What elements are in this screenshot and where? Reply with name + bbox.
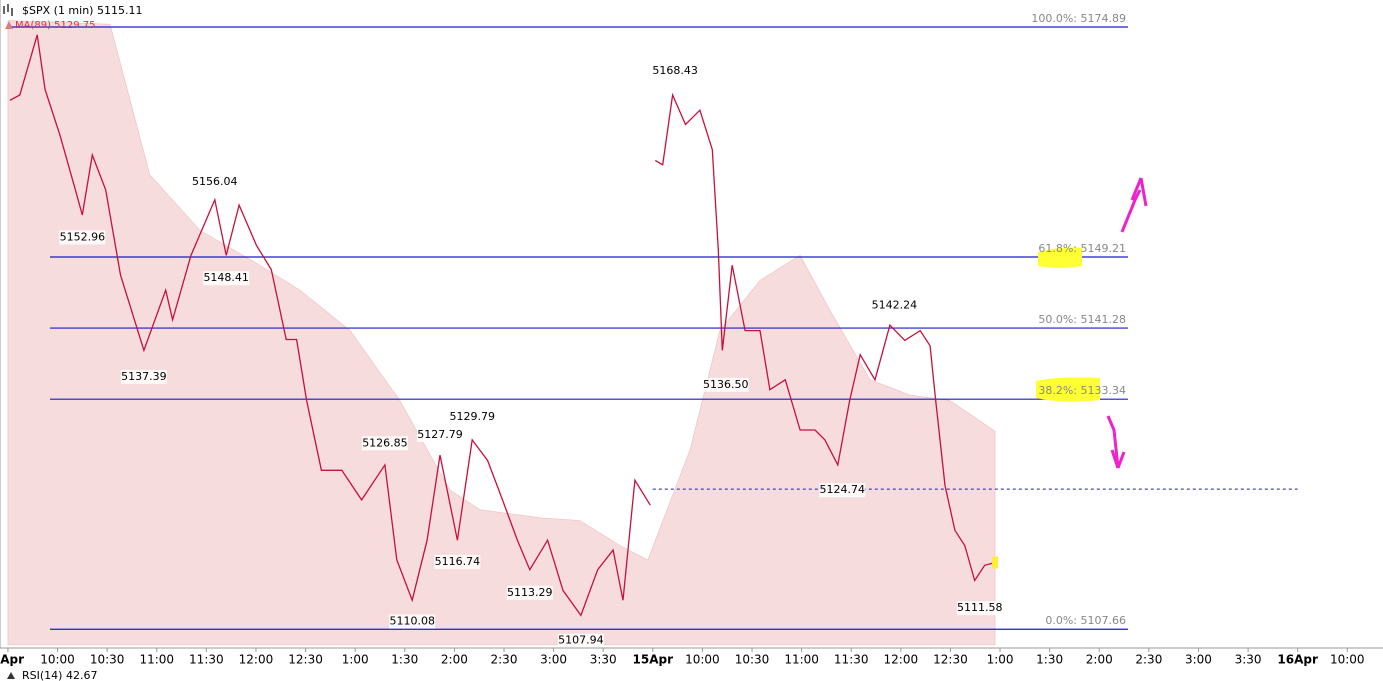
- annotation-label: 5156.04: [192, 175, 238, 188]
- x-tick-label: 1:00: [987, 653, 1014, 667]
- x-tick-label: 15Apr: [633, 653, 674, 667]
- last-price-marker: [992, 556, 999, 569]
- highlights: [1036, 177, 1148, 469]
- x-tick-label: 10:00: [1330, 653, 1365, 667]
- ma-legend-icon: [5, 21, 13, 29]
- foreground-layer: 2Apr 10:00 10:30 11:00 11:30 12:00 12:30 1:00 1:…: [0, 12, 1365, 667]
- annotation-box: [506, 585, 553, 600]
- annotation-label: 5113.29: [507, 586, 553, 599]
- x-tick-label: 12:30: [933, 653, 968, 667]
- x-tick-label: 10:30: [90, 653, 125, 667]
- annotation-box: [389, 614, 436, 629]
- fib-label: 61.8%: 5149.21: [1038, 242, 1126, 255]
- ma-area: [7, 20, 996, 646]
- arrow-up: [1120, 189, 1142, 233]
- annotation-label: 5168.43: [652, 64, 698, 77]
- annotation-label: 5127.79: [417, 428, 463, 441]
- annotation-label: 5136.50: [703, 378, 749, 391]
- rsi-icon: [7, 672, 15, 679]
- x-tick-label: 10:30: [735, 653, 770, 667]
- x-tick-label: 11:00: [139, 653, 174, 667]
- annotation-box: [120, 369, 167, 384]
- x-tick-label: 2:30: [491, 653, 518, 667]
- annotation-box: [361, 436, 408, 451]
- annotation-box: [652, 63, 699, 78]
- annotation-box: [702, 377, 749, 392]
- annotation-box: [434, 554, 481, 569]
- x-tick-label: 11:30: [834, 653, 869, 667]
- arrow-down-head: [1110, 449, 1126, 469]
- x-tick-label: 1:00: [342, 653, 369, 667]
- x-tick-label: 10:00: [685, 653, 720, 667]
- annotation-label: 5142.24: [872, 298, 918, 311]
- price-line: [9, 34, 996, 617]
- footer: RSI(14) 42.67: [22, 669, 97, 681]
- chart-icon: [3, 4, 13, 16]
- chart-title: $SPX (1 min) 5115.11: [22, 4, 142, 17]
- annotation-box: [871, 298, 918, 313]
- x-tick-label: 3:00: [540, 653, 567, 667]
- arrow-up-head: [1130, 177, 1148, 207]
- annotation-box: [191, 174, 238, 189]
- fib-label: 0.0%: 5107.66: [1045, 614, 1126, 627]
- x-tick-label: 3:30: [1235, 653, 1262, 667]
- background-layer: [7, 20, 1298, 646]
- annotation-label: 5148.41: [203, 271, 249, 284]
- legend-entry: MA(89) 5129.75: [15, 20, 96, 31]
- annotation-label: 5111.58: [957, 601, 1003, 614]
- x-tick-label: 11:30: [189, 653, 224, 667]
- x-tick-label: 2:00: [1086, 653, 1113, 667]
- annotation-box: [417, 427, 464, 442]
- x-tick-label: 2Apr: [0, 653, 24, 667]
- arrow-down: [1106, 415, 1120, 469]
- annotation-box: [956, 601, 1003, 616]
- annotation-box: [203, 271, 250, 286]
- fib-label: 50.0%: 5141.28: [1038, 313, 1126, 326]
- x-tick-label: 3:00: [1185, 653, 1212, 667]
- annotation-box: [59, 230, 106, 245]
- fib-label: 100.0%: 5174.89: [1031, 12, 1126, 25]
- x-tick-label: 12:30: [288, 653, 323, 667]
- annotation-label: 5110.08: [389, 615, 435, 628]
- annotation-box: [557, 633, 604, 648]
- x-tick-label: 2:30: [1135, 653, 1162, 667]
- annotation-label: 5137.39: [121, 370, 167, 383]
- x-tick-label: 1:30: [391, 653, 418, 667]
- x-tick-label: 12:00: [239, 653, 274, 667]
- x-tick-label: 16Apr: [1277, 653, 1318, 667]
- annotation-label: 5152.96: [60, 230, 106, 243]
- x-tick-label: 11:00: [784, 653, 819, 667]
- x-tick-label: 2:00: [441, 653, 468, 667]
- highlight: [1036, 377, 1100, 402]
- annotation-label: 5126.85: [362, 436, 408, 449]
- annotation-label: 5129.79: [449, 410, 495, 423]
- x-tick-label: 3:30: [590, 653, 617, 667]
- x-tick-label: 1:30: [1036, 653, 1063, 667]
- x-tick-label: 10:00: [40, 653, 75, 667]
- annotation-box: [449, 409, 496, 424]
- annotation-label: 5107.94: [558, 634, 604, 647]
- highlight: [1038, 247, 1082, 268]
- fib-label: 38.2%: 5133.34: [1038, 384, 1126, 397]
- annotation-label: 5124.74: [820, 483, 866, 496]
- annotation-box: [819, 483, 866, 498]
- x-tick-label: 12:00: [884, 653, 919, 667]
- annotation-label: 5116.74: [435, 555, 481, 568]
